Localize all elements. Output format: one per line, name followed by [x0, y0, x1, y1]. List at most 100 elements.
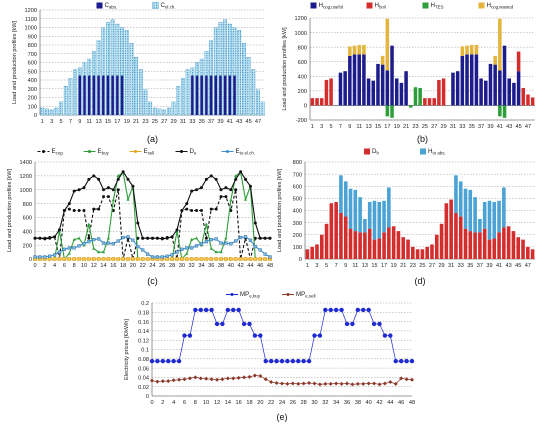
- legend: Hcog,useful Hboil HTES Hcog,wasted: [310, 2, 514, 10]
- point: [290, 358, 296, 364]
- bar: [411, 246, 415, 259]
- point: [233, 257, 238, 261]
- series-h-cog-useful: [338, 45, 521, 106]
- x-tick-label: 48: [409, 400, 415, 406]
- bar: [219, 75, 222, 115]
- point: [111, 188, 115, 192]
- point: [410, 377, 414, 382]
- bar: [343, 216, 348, 259]
- point: [38, 236, 42, 240]
- x-tick-label: 30: [311, 400, 317, 406]
- x-tick-label: 23: [142, 119, 148, 125]
- bar: [366, 78, 371, 106]
- point: [204, 376, 209, 381]
- point: [229, 242, 233, 246]
- point: [185, 202, 189, 206]
- point: [224, 257, 228, 261]
- bar: [97, 75, 100, 115]
- point: [136, 244, 140, 249]
- point: [52, 257, 57, 261]
- bar: [87, 75, 91, 115]
- x-tick-label: 37: [477, 263, 483, 269]
- point: [209, 307, 214, 313]
- y-tick-label: 0.1: [141, 348, 149, 354]
- bar: [241, 43, 246, 116]
- point: [203, 307, 209, 313]
- x-tick-label: 35: [467, 263, 473, 269]
- legend-label: Hcog,wasted: [487, 2, 514, 10]
- x-tick-label: 8: [194, 400, 197, 406]
- chart-a: 0 100 200 300 400 500 600 700 800 900 1000 1100 1200…: [12, 2, 265, 144]
- bar: [380, 55, 385, 65]
- x-tick-label: 1: [306, 263, 309, 269]
- x-tick-label: 12: [214, 400, 220, 406]
- point: [77, 244, 81, 248]
- bar: [425, 246, 429, 259]
- y-tick-label: 0: [146, 394, 149, 400]
- bar: [458, 216, 463, 259]
- point: [150, 255, 155, 259]
- y-tick-label: 500: [28, 69, 37, 75]
- point: [182, 377, 187, 382]
- bar: [488, 63, 493, 106]
- bar: [152, 107, 157, 116]
- point: [274, 358, 279, 364]
- point: [146, 252, 150, 256]
- legend-swatch: [96, 2, 103, 9]
- point: [279, 358, 285, 364]
- x-tick-label: 36: [208, 263, 214, 269]
- bar: [138, 69, 143, 116]
- x-tick-label: 33: [189, 119, 195, 125]
- point: [77, 188, 81, 192]
- point: [220, 377, 225, 382]
- point: [190, 209, 194, 212]
- x-tick-label: 21: [400, 263, 406, 269]
- point: [57, 250, 62, 254]
- bar: [526, 246, 530, 259]
- point: [285, 358, 290, 364]
- y-tick-label: 900: [28, 34, 37, 40]
- point: [155, 379, 160, 384]
- point: [258, 333, 263, 338]
- point: [199, 186, 203, 190]
- legend-swatch: [420, 148, 426, 155]
- bar: [498, 18, 502, 71]
- bar: [460, 55, 465, 106]
- bar: [423, 98, 427, 106]
- y-tick-label: 0: [34, 113, 37, 119]
- point: [268, 358, 274, 364]
- x-tick-label: 5: [60, 119, 63, 125]
- bar: [106, 75, 110, 115]
- bar: [367, 228, 372, 259]
- point: [151, 236, 154, 240]
- x-tick-label: 43: [506, 124, 512, 130]
- point: [136, 221, 140, 225]
- x-tick-label: 44: [387, 400, 393, 406]
- point: [180, 247, 184, 251]
- legend-marker: [226, 150, 229, 153]
- x-tick-label: 32: [189, 263, 195, 269]
- point: [231, 376, 236, 381]
- x-tick-label: 7: [69, 119, 72, 125]
- point: [82, 209, 86, 212]
- y-tick-label: 0.16: [138, 320, 149, 326]
- bar: [319, 98, 324, 106]
- bar: [59, 101, 64, 116]
- point: [209, 257, 214, 261]
- x-tick-label: 9: [348, 124, 351, 130]
- legend-label: HTES: [431, 2, 444, 10]
- point: [247, 374, 252, 379]
- point: [204, 177, 208, 181]
- point: [248, 238, 253, 242]
- bar: [492, 202, 497, 239]
- x-tick-label: 46: [398, 400, 404, 406]
- x-tick-label: 33: [458, 263, 464, 269]
- bar: [521, 87, 526, 106]
- point: [404, 377, 409, 382]
- point: [101, 250, 106, 254]
- x-tick-label: 7: [335, 263, 338, 269]
- legend: MPe,buy MPe,sell: [226, 291, 316, 299]
- x-tick-label: 42: [376, 400, 382, 406]
- point: [371, 321, 377, 327]
- bar: [353, 231, 358, 259]
